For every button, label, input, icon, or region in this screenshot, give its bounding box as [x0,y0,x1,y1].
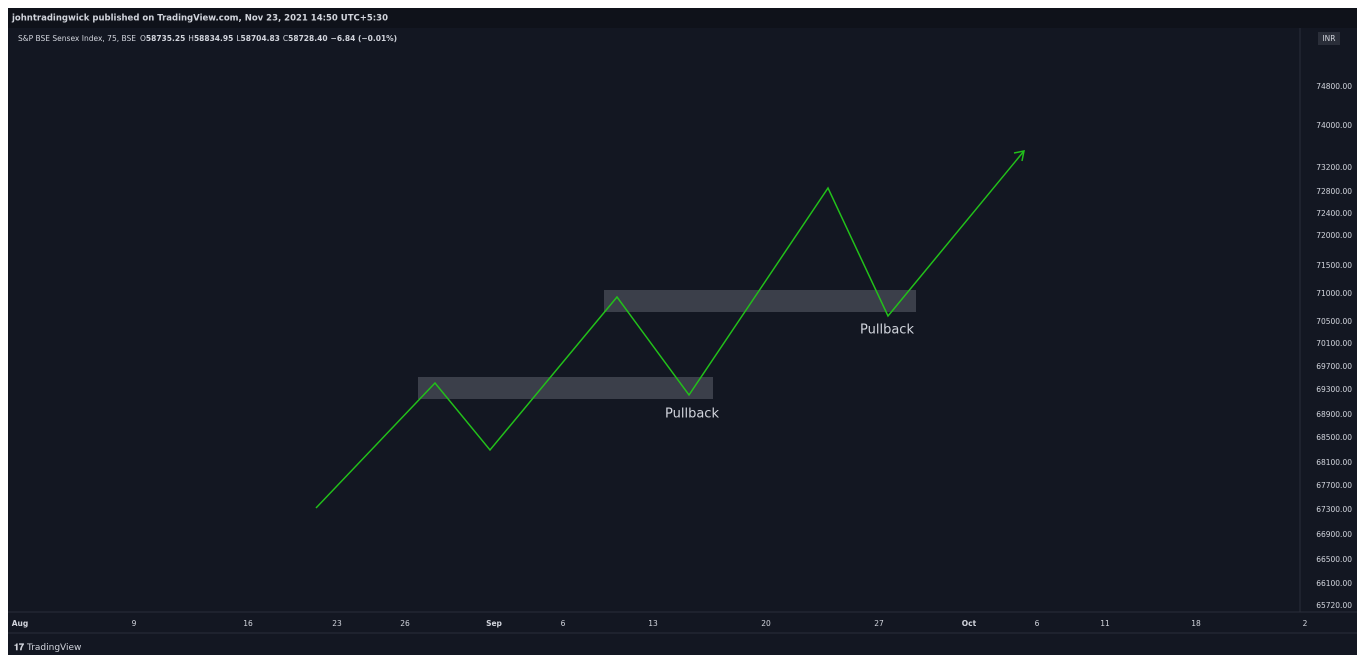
price-label: 72400.00 [1316,209,1352,218]
price-label: 69300.00 [1316,385,1352,394]
time-label: 20 [761,619,771,628]
legend-value: 58834.95 [194,34,233,43]
price-label: 65720.00 [1316,601,1352,610]
price-label: 73200.00 [1316,163,1352,172]
price-label: 66900.00 [1316,530,1352,539]
price-label: 68100.00 [1316,458,1352,467]
annotation: Pullback [860,323,914,338]
price-label: 67300.00 [1316,505,1352,514]
logo: 𝟏𝟕 [14,642,24,653]
legend-label: H [188,34,194,43]
legend-value: 58728.40 [288,34,327,43]
time-label: 27 [874,619,884,628]
footer-brand: 𝟏𝟕 TradingView [14,642,81,653]
price-label: 69700.00 [1316,362,1352,371]
arrow-head [1013,150,1025,162]
time-label: 11 [1100,619,1110,628]
time-label: Aug [12,619,29,628]
price-label: 71000.00 [1316,289,1352,298]
time-label: 6 [1035,619,1040,628]
time-label: 26 [400,619,410,628]
legend-label: C [283,34,288,43]
price-label: 74800.00 [1316,82,1352,91]
price-label: 74000.00 [1316,121,1352,130]
header-text: johntradingwick published on TradingView… [11,14,388,24]
price-label: 68900.00 [1316,410,1352,419]
annotation: Pullback [665,407,719,422]
brand: TradingView [26,643,81,653]
price-label: 72800.00 [1316,187,1352,196]
legend: S&P BSE Sensex Index, 75, BSE O58735.25 H5… [18,34,397,43]
time-label: 6 [561,619,566,628]
zone-rect [418,377,713,399]
time-label: 18 [1191,619,1201,628]
time-label: 13 [648,619,658,628]
price-label: 66100.00 [1316,579,1352,588]
price-label: 67700.00 [1316,481,1352,490]
currency-badge [1318,32,1340,45]
trend-line [315,150,1025,509]
price-label: 70100.00 [1316,339,1352,348]
time-label: Oct [962,619,977,628]
legend-value: 58735.25 [146,34,185,43]
legend-value: 58704.83 [241,34,280,43]
time-label: 2 [1303,619,1308,628]
header-bar [8,8,1357,28]
legend-change: −6.84 (−0.01%) [331,34,398,43]
price-label: 68500.00 [1316,433,1352,442]
zone-rect [604,290,916,312]
legend-symbol: S&P BSE Sensex Index, 75, BSE [18,34,136,43]
background [8,8,1357,655]
currency: INR [1322,34,1335,43]
time-label: 16 [243,619,253,628]
time-label: 9 [132,619,137,628]
time-label: Sep [486,619,502,628]
price-label: 70500.00 [1316,317,1352,326]
legend-label: L [236,34,241,43]
legend-label: O [140,34,146,43]
time-label: 23 [332,619,342,628]
price-label: 72000.00 [1316,231,1352,240]
price-label: 71500.00 [1316,261,1352,270]
price-label: 66500.00 [1316,555,1352,564]
